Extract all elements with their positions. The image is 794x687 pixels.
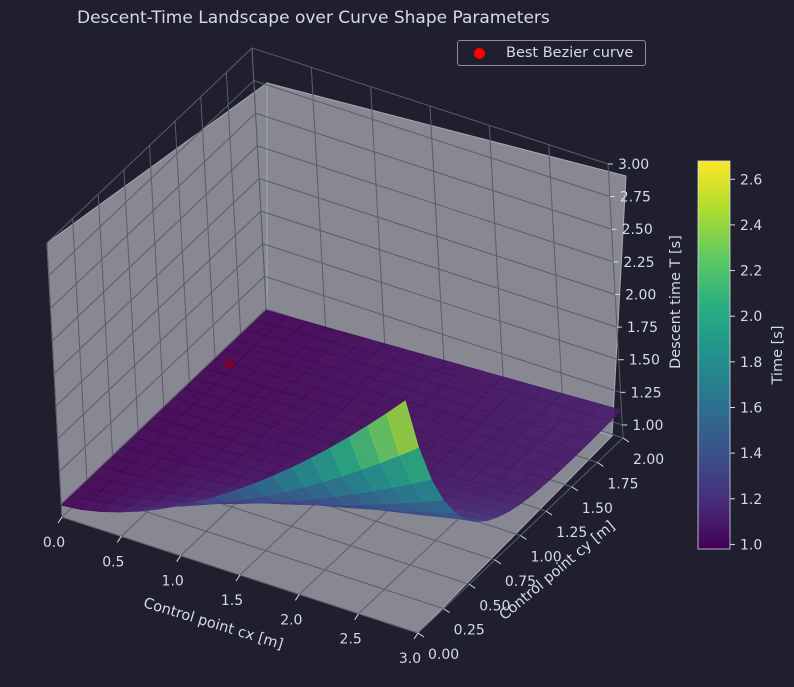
y-tick-label: 1.50 <box>582 501 613 517</box>
surface-patch <box>386 400 419 456</box>
legend: Best Bezier curve <box>457 40 646 66</box>
y-tick-label: 0.75 <box>505 574 536 590</box>
z-tick-label: 2.25 <box>623 255 654 271</box>
y-tick-labels: 0.00 0.25 0.50 0.75 1.00 1.25 1.50 1.75 2.00 <box>417 437 664 663</box>
colorbar-tick-label: 1.4 <box>740 446 762 462</box>
z-tick-labels: 1.00 1.25 1.50 1.75 2.00 2.25 2.50 2.75 3.00 <box>608 157 663 434</box>
x-tick-label: 1.5 <box>221 593 243 609</box>
colorbar-tick-label: 1.8 <box>740 355 762 371</box>
z-tick-label: 3.00 <box>618 157 649 173</box>
z-tick-label: 2.75 <box>620 190 651 206</box>
colorbar-tick-label: 1.6 <box>740 400 762 416</box>
y-tick-mark <box>443 608 450 614</box>
x-tick-label: 2.0 <box>280 612 302 628</box>
colorbar <box>697 160 731 550</box>
colorbar-tick-label: 1.0 <box>740 537 762 553</box>
grid-line <box>53 177 616 374</box>
y-tick-label: 1.25 <box>556 525 587 541</box>
x-tick-label: 3.0 <box>399 651 421 667</box>
x-tick-mark <box>116 536 122 543</box>
x-tick-mark <box>294 594 300 601</box>
legend-marker <box>474 48 485 59</box>
grid-line <box>46 47 609 244</box>
x-tick-labels: 0.0 0.5 1.0 1.5 2.0 2.5 3.0 <box>43 516 421 667</box>
y-tick-label: 1.00 <box>531 550 562 566</box>
y-tick-mark <box>545 510 553 516</box>
y-tick-label: 0.50 <box>479 598 510 614</box>
y-tick-mark <box>622 437 630 443</box>
grid-line <box>55 210 618 407</box>
grid-line <box>50 112 612 309</box>
legend-label: Best Bezier curve <box>506 45 634 61</box>
z-tick-label: 1.75 <box>627 320 658 336</box>
grid-line <box>57 243 619 440</box>
y-tick-label: 0.25 <box>454 623 485 639</box>
x-tick-mark <box>354 613 360 620</box>
grid-line <box>59 275 621 472</box>
colorbar-ticks: 1.0 1.2 1.4 1.6 1.8 2.0 2.2 2.4 2.6 <box>730 172 762 553</box>
x-tick-mark <box>176 555 182 562</box>
colorbar-tick-label: 2.6 <box>740 172 762 188</box>
x-axis-label: Control point cx [m] <box>141 595 285 653</box>
y-tick-label: 1.75 <box>607 476 638 492</box>
x-tick-label: 0.0 <box>43 535 65 551</box>
colorbar-tick-label: 2.4 <box>740 218 762 234</box>
surface <box>60 309 623 522</box>
chart-title: Descent-Time Landscape over Curve Shape … <box>77 8 550 28</box>
colorbar-label: Time [s] <box>770 326 786 386</box>
z-axis-label: Descent time T [s] <box>668 235 684 369</box>
z-tick-label: 1.25 <box>631 385 662 401</box>
best-bezier-point <box>224 358 235 369</box>
x-tick-label: 1.0 <box>162 574 184 590</box>
grid-line <box>52 145 614 342</box>
x-tick-mark <box>413 632 419 640</box>
y-tick-mark <box>417 632 425 638</box>
x-tick-label: 2.5 <box>340 632 362 648</box>
colorbar-tick-label: 1.2 <box>740 492 762 508</box>
x-tick-mark <box>57 516 63 524</box>
colorbar-tick-label: 2.2 <box>740 264 762 280</box>
x-tick-label: 0.5 <box>102 554 124 570</box>
y-tick-mark <box>571 486 579 492</box>
y-tick-mark <box>494 559 502 565</box>
z-tick-label: 1.00 <box>632 418 663 434</box>
y-tick-label: 0.00 <box>428 647 459 663</box>
grid-line <box>48 80 610 276</box>
z-tick-label: 2.00 <box>625 287 656 303</box>
y-tick-mark <box>520 535 527 540</box>
x-tick-mark <box>235 574 241 582</box>
y-tick-mark <box>468 583 476 589</box>
y-tick-label: 2.00 <box>633 452 664 468</box>
z-tick-label: 1.50 <box>629 353 660 369</box>
colorbar-tick-label: 2.0 <box>740 309 762 325</box>
y-tick-mark <box>597 461 604 467</box>
z-tick-label: 2.50 <box>622 222 653 238</box>
